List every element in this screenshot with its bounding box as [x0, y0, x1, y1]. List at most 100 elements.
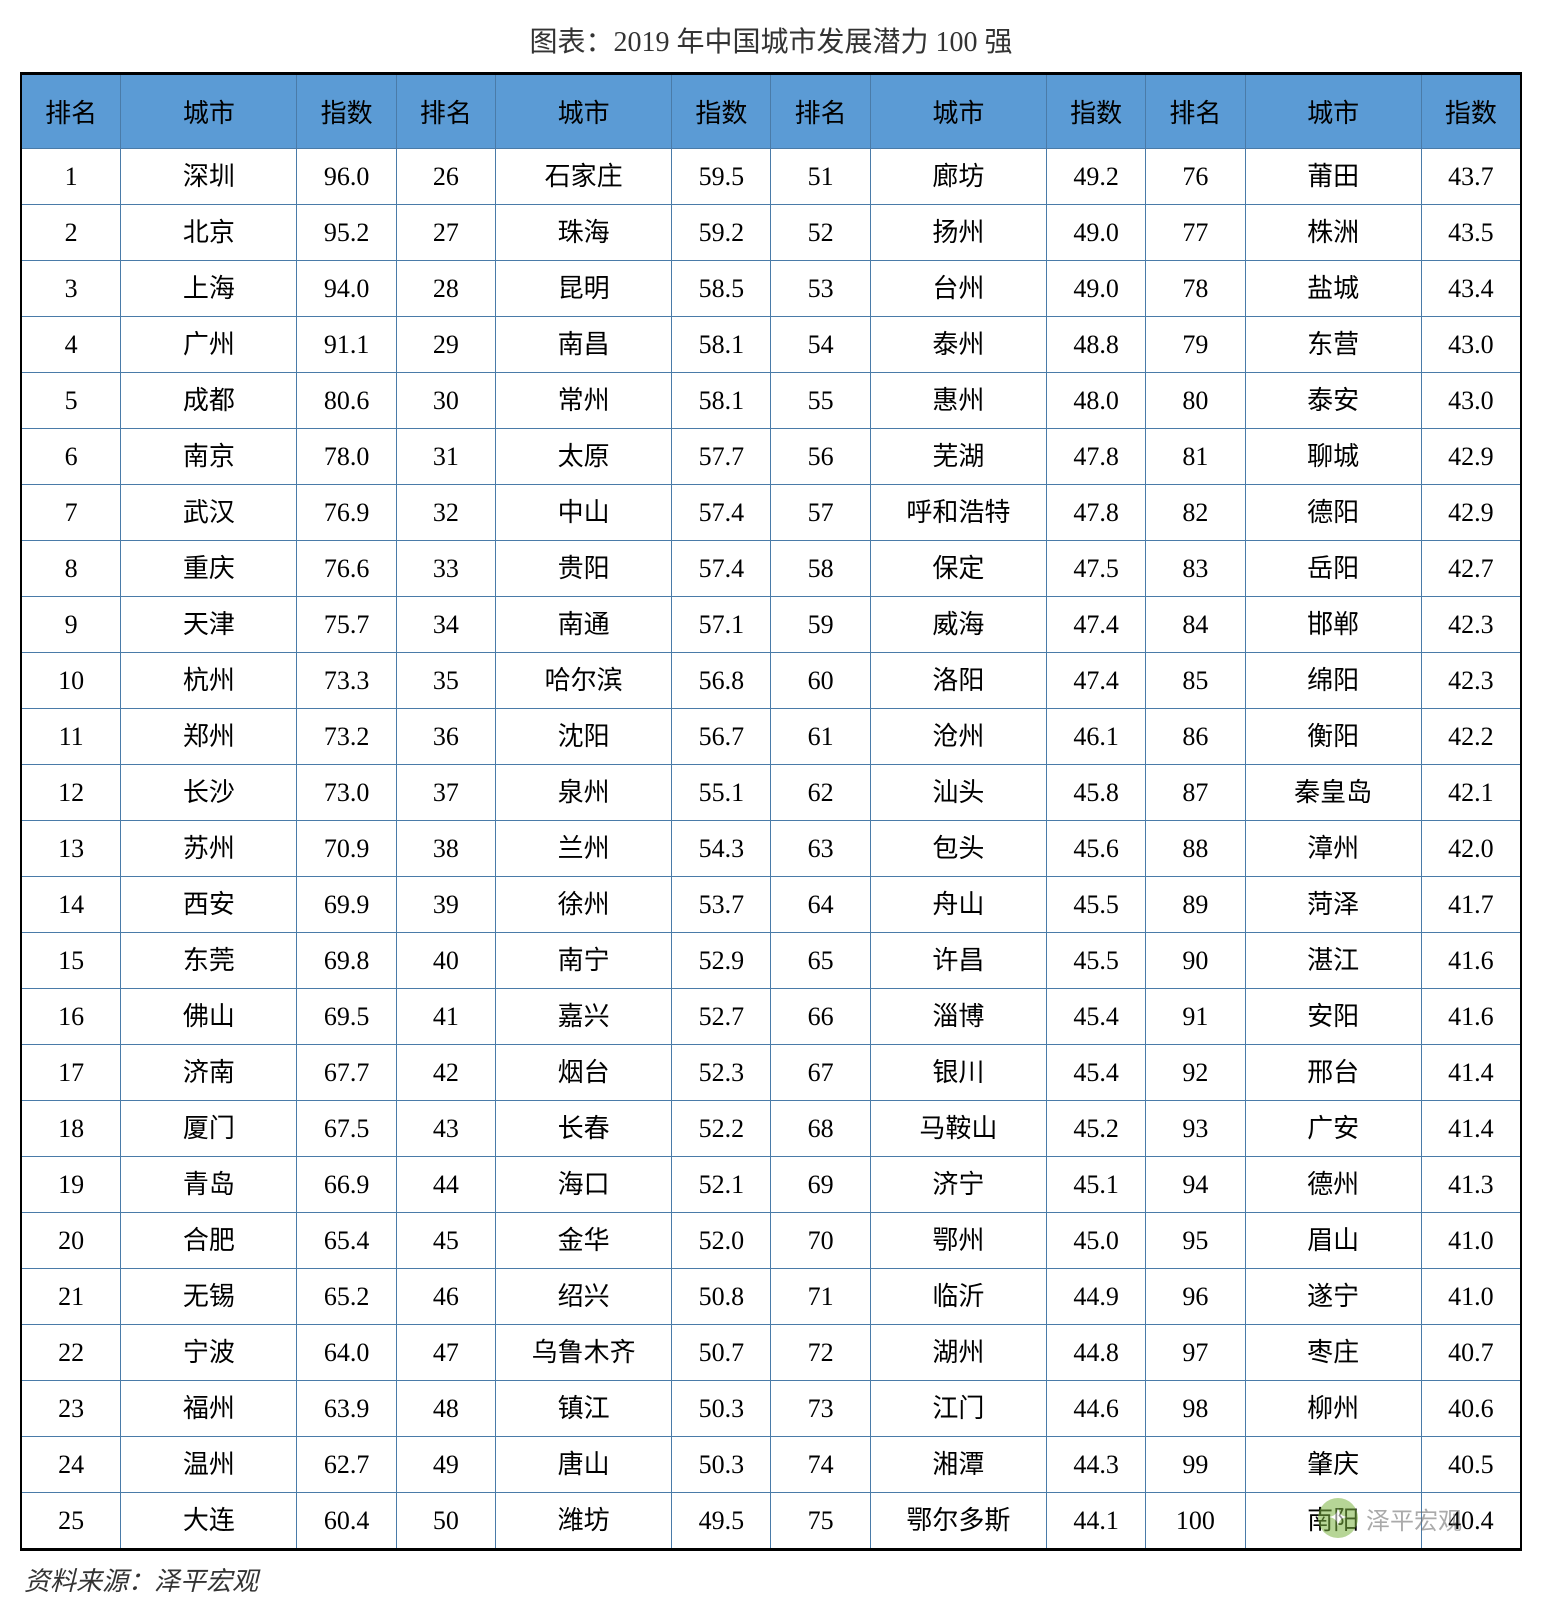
- rank-cell: 19: [21, 1157, 121, 1213]
- rank-cell: 52: [771, 205, 870, 261]
- rank-cell: 82: [1146, 485, 1245, 541]
- table-row: 10杭州73.335哈尔滨56.860洛阳47.485绵阳42.3: [21, 653, 1521, 709]
- ranking-table: 排名城市指数排名城市指数排名城市指数排名城市指数 1深圳96.026石家庄59.…: [20, 72, 1522, 1551]
- rank-cell: 28: [396, 261, 495, 317]
- index-cell: 41.4: [1421, 1101, 1521, 1157]
- rank-cell: 94: [1146, 1157, 1245, 1213]
- city-cell: 青岛: [121, 1157, 297, 1213]
- index-cell: 41.3: [1421, 1157, 1521, 1213]
- rank-cell: 42: [396, 1045, 495, 1101]
- index-cell: 53.7: [672, 877, 771, 933]
- rank-cell: 89: [1146, 877, 1245, 933]
- table-row: 19青岛66.944海口52.169济宁45.194德州41.3: [21, 1157, 1521, 1213]
- city-cell: 淄博: [870, 989, 1046, 1045]
- rank-cell: 58: [771, 541, 870, 597]
- header-cell: 指数: [1046, 74, 1145, 149]
- rank-cell: 61: [771, 709, 870, 765]
- index-cell: 44.9: [1046, 1269, 1145, 1325]
- rank-cell: 96: [1146, 1269, 1245, 1325]
- rank-cell: 14: [21, 877, 121, 933]
- city-cell: 银川: [870, 1045, 1046, 1101]
- city-cell: 济南: [121, 1045, 297, 1101]
- index-cell: 62.7: [297, 1437, 396, 1493]
- city-cell: 绵阳: [1245, 653, 1421, 709]
- city-cell: 菏泽: [1245, 877, 1421, 933]
- city-cell: 长沙: [121, 765, 297, 821]
- city-cell: 秦皇岛: [1245, 765, 1421, 821]
- rank-cell: 83: [1146, 541, 1245, 597]
- city-cell: 眉山: [1245, 1213, 1421, 1269]
- city-cell: 湖州: [870, 1325, 1046, 1381]
- city-cell: 泉州: [496, 765, 672, 821]
- rank-cell: 26: [396, 149, 495, 205]
- rank-cell: 3: [21, 261, 121, 317]
- city-cell: 保定: [870, 541, 1046, 597]
- table-row: 14西安69.939徐州53.764舟山45.589菏泽41.7: [21, 877, 1521, 933]
- city-cell: 宁波: [121, 1325, 297, 1381]
- city-cell: 乌鲁木齐: [496, 1325, 672, 1381]
- rank-cell: 12: [21, 765, 121, 821]
- city-cell: 太原: [496, 429, 672, 485]
- index-cell: 67.7: [297, 1045, 396, 1101]
- city-cell: 烟台: [496, 1045, 672, 1101]
- index-cell: 42.1: [1421, 765, 1521, 821]
- city-cell: 邯郸: [1245, 597, 1421, 653]
- header-cell: 城市: [870, 74, 1046, 149]
- city-cell: 扬州: [870, 205, 1046, 261]
- rank-cell: 69: [771, 1157, 870, 1213]
- rank-cell: 54: [771, 317, 870, 373]
- index-cell: 47.8: [1046, 485, 1145, 541]
- index-cell: 50.7: [672, 1325, 771, 1381]
- city-cell: 汕头: [870, 765, 1046, 821]
- city-cell: 南通: [496, 597, 672, 653]
- table-row: 25大连60.450潍坊49.575鄂尔多斯44.1100南阳40.4: [21, 1493, 1521, 1550]
- index-cell: 47.4: [1046, 597, 1145, 653]
- table-row: 20合肥65.445金华52.070鄂州45.095眉山41.0: [21, 1213, 1521, 1269]
- rank-cell: 91: [1146, 989, 1245, 1045]
- city-cell: 海口: [496, 1157, 672, 1213]
- rank-cell: 79: [1146, 317, 1245, 373]
- index-cell: 56.7: [672, 709, 771, 765]
- rank-cell: 32: [396, 485, 495, 541]
- city-cell: 遂宁: [1245, 1269, 1421, 1325]
- city-cell: 合肥: [121, 1213, 297, 1269]
- index-cell: 57.4: [672, 485, 771, 541]
- city-cell: 佛山: [121, 989, 297, 1045]
- city-cell: 鄂尔多斯: [870, 1493, 1046, 1550]
- city-cell: 泰安: [1245, 373, 1421, 429]
- index-cell: 45.4: [1046, 989, 1145, 1045]
- city-cell: 绍兴: [496, 1269, 672, 1325]
- table-row: 4广州91.129南昌58.154泰州48.879东营43.0: [21, 317, 1521, 373]
- index-cell: 48.0: [1046, 373, 1145, 429]
- rank-cell: 51: [771, 149, 870, 205]
- index-cell: 43.5: [1421, 205, 1521, 261]
- city-cell: 成都: [121, 373, 297, 429]
- index-cell: 76.9: [297, 485, 396, 541]
- header-cell: 城市: [1245, 74, 1421, 149]
- rank-cell: 33: [396, 541, 495, 597]
- index-cell: 52.3: [672, 1045, 771, 1101]
- city-cell: 徐州: [496, 877, 672, 933]
- index-cell: 52.2: [672, 1101, 771, 1157]
- rank-cell: 39: [396, 877, 495, 933]
- city-cell: 嘉兴: [496, 989, 672, 1045]
- table-row: 15东莞69.840南宁52.965许昌45.590湛江41.6: [21, 933, 1521, 989]
- rank-cell: 66: [771, 989, 870, 1045]
- rank-cell: 40: [396, 933, 495, 989]
- rank-cell: 15: [21, 933, 121, 989]
- index-cell: 43.7: [1421, 149, 1521, 205]
- index-cell: 56.8: [672, 653, 771, 709]
- index-cell: 45.1: [1046, 1157, 1145, 1213]
- index-cell: 94.0: [297, 261, 396, 317]
- city-cell: 芜湖: [870, 429, 1046, 485]
- index-cell: 49.5: [672, 1493, 771, 1550]
- index-cell: 45.5: [1046, 933, 1145, 989]
- table-row: 16佛山69.541嘉兴52.766淄博45.491安阳41.6: [21, 989, 1521, 1045]
- index-cell: 43.0: [1421, 317, 1521, 373]
- index-cell: 65.4: [297, 1213, 396, 1269]
- rank-cell: 13: [21, 821, 121, 877]
- source-text: 资料来源：泽平宏观: [20, 1561, 1522, 1598]
- rank-cell: 9: [21, 597, 121, 653]
- city-cell: 岳阳: [1245, 541, 1421, 597]
- city-cell: 无锡: [121, 1269, 297, 1325]
